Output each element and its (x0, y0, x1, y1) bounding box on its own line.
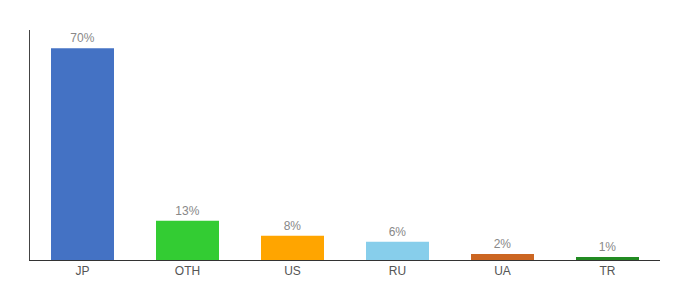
svg-text:70%: 70% (70, 31, 94, 45)
svg-text:2%: 2% (494, 237, 512, 251)
svg-text:TR: TR (600, 264, 616, 278)
svg-text:1%: 1% (599, 240, 617, 254)
svg-text:RU: RU (389, 264, 406, 278)
svg-text:13%: 13% (175, 204, 199, 218)
svg-text:US: US (284, 264, 301, 278)
svg-text:8%: 8% (284, 219, 302, 233)
svg-text:6%: 6% (389, 225, 407, 239)
svg-text:OTH: OTH (175, 264, 200, 278)
svg-text:JP: JP (75, 264, 89, 278)
svg-text:UA: UA (494, 264, 511, 278)
